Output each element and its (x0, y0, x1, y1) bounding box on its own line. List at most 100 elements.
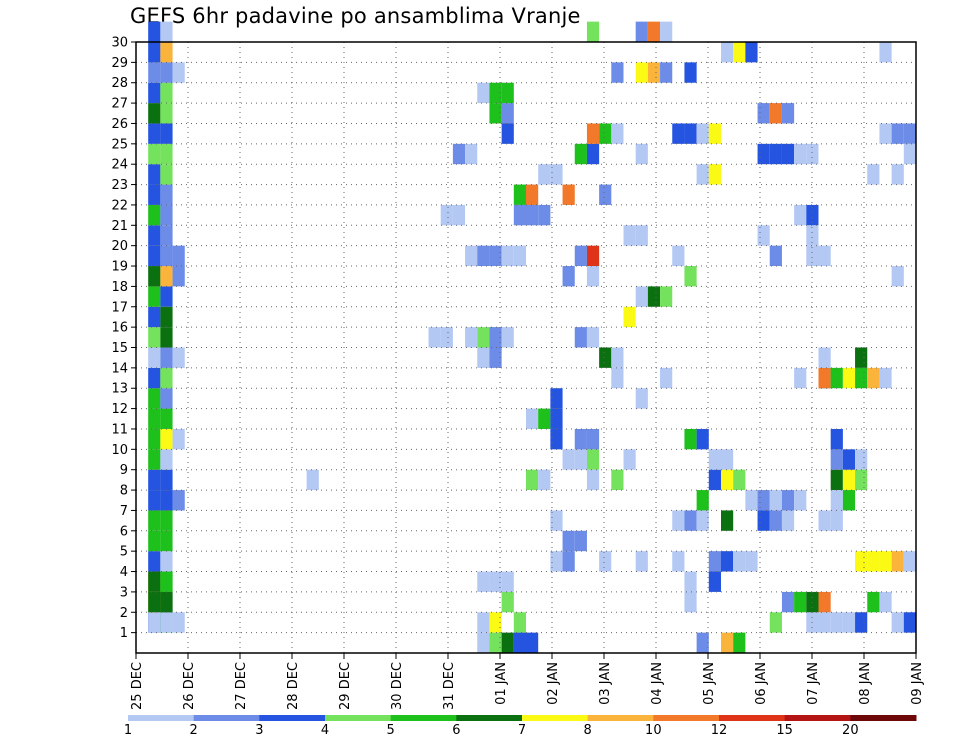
y-tick-label: 5 (120, 545, 128, 560)
precip-cell (574, 530, 587, 552)
precip-cell (550, 551, 563, 572)
precip-cell (611, 123, 624, 144)
y-tick-label: 1 (120, 626, 128, 641)
precip-cell (623, 449, 636, 470)
y-tick-label: 2 (120, 606, 128, 621)
x-tick-label: 03 JAN (598, 662, 613, 705)
precip-cell (148, 225, 161, 246)
precip-cell (586, 21, 600, 42)
precip-cell (586, 428, 600, 450)
x-tick-label: 02 JAN (546, 662, 561, 705)
y-tick-label: 26 (111, 117, 128, 132)
precip-cell (842, 449, 856, 470)
y-tick-label: 6 (120, 524, 128, 539)
precip-cell (440, 327, 453, 348)
precip-cell (586, 327, 600, 348)
precip-cell (574, 449, 587, 470)
precip-cell (757, 225, 770, 246)
colorbar: 1 2 3 4 5 6 7 8 10 12 15 20 (124, 715, 917, 738)
precip-cell (635, 388, 648, 409)
precip-cell (501, 245, 514, 267)
precip-cell (428, 327, 441, 348)
precip-cell (574, 327, 587, 348)
precip-cell (830, 490, 843, 511)
x-tick-label: 04 JAN (650, 662, 665, 705)
y-tick-label: 12 (111, 402, 128, 417)
precip-cell (781, 490, 795, 511)
precip-cell (148, 306, 161, 328)
precip-cell (635, 62, 648, 83)
precip-cell (489, 82, 502, 104)
precip-cell (172, 612, 185, 633)
precip-cell (647, 21, 661, 42)
precip-cell (660, 62, 673, 83)
precip-cell (550, 510, 563, 531)
precip-cell (781, 510, 795, 531)
y-tick-label: 7 (120, 504, 128, 519)
precip-cell (148, 490, 161, 511)
y-tick-label: 8 (120, 484, 128, 499)
precip-cell (696, 490, 709, 511)
precip-cell (562, 530, 575, 552)
precip-cell (696, 428, 709, 450)
precip-cell (794, 591, 807, 613)
precip-cell (172, 62, 185, 83)
precip-cell (806, 245, 819, 267)
precip-cell (489, 245, 502, 267)
precip-cell (611, 367, 624, 389)
precip-cell (148, 469, 161, 491)
precip-cell (696, 123, 709, 144)
precip-cell (708, 469, 721, 491)
precip-cell (696, 164, 709, 185)
precip-cell (891, 266, 904, 287)
precip-cell (733, 551, 746, 572)
x-tick-label: 06 JAN (754, 662, 769, 705)
precip-cell (818, 591, 831, 613)
precip-cell (708, 449, 721, 470)
y-tick-label: 20 (111, 239, 128, 254)
precip-cell (769, 490, 782, 511)
precip-cell (148, 510, 161, 531)
precip-cell (611, 62, 624, 83)
precip-cell (538, 164, 551, 185)
precip-cell (903, 143, 916, 165)
precip-cell (635, 21, 648, 42)
precip-cell (148, 204, 161, 226)
precip-cell (842, 612, 856, 633)
precip-cell (684, 510, 697, 531)
precip-cell (647, 62, 661, 83)
precip-cell (574, 143, 587, 165)
precip-cell (160, 551, 173, 572)
precip-cell (160, 591, 173, 613)
precip-cell (172, 347, 185, 368)
precip-cell (477, 82, 490, 104)
precip-cell (550, 408, 563, 429)
chart-title: GEFS 6hr padavine po ansamblima Vranje (130, 4, 581, 28)
x-tick-label: 07 JAN (806, 662, 821, 705)
precip-cell (160, 286, 173, 307)
precip-cell (733, 632, 746, 653)
y-tick-label: 13 (111, 382, 128, 397)
precip-cell (745, 490, 758, 511)
precip-cell (842, 490, 856, 511)
precip-cell (830, 428, 843, 450)
precip-cell (879, 591, 892, 613)
colorbar-label: 2 (190, 723, 198, 738)
precip-cell (148, 82, 161, 104)
precip-cell (586, 449, 600, 470)
precip-cell (708, 164, 721, 185)
precip-cell (708, 571, 721, 592)
precip-cell (148, 367, 161, 389)
precip-cell (148, 347, 161, 368)
precip-cell (550, 428, 563, 450)
precip-cell (148, 591, 161, 613)
precip-cell (660, 21, 673, 42)
precip-cell (160, 204, 173, 226)
colorbar-label: 12 (711, 723, 728, 738)
precip-cell (647, 286, 661, 307)
colorbar-label: 5 (387, 723, 395, 738)
precip-cell (721, 632, 734, 653)
precip-cell (635, 286, 648, 307)
precip-cell (660, 286, 673, 307)
precip-cell (562, 449, 575, 470)
